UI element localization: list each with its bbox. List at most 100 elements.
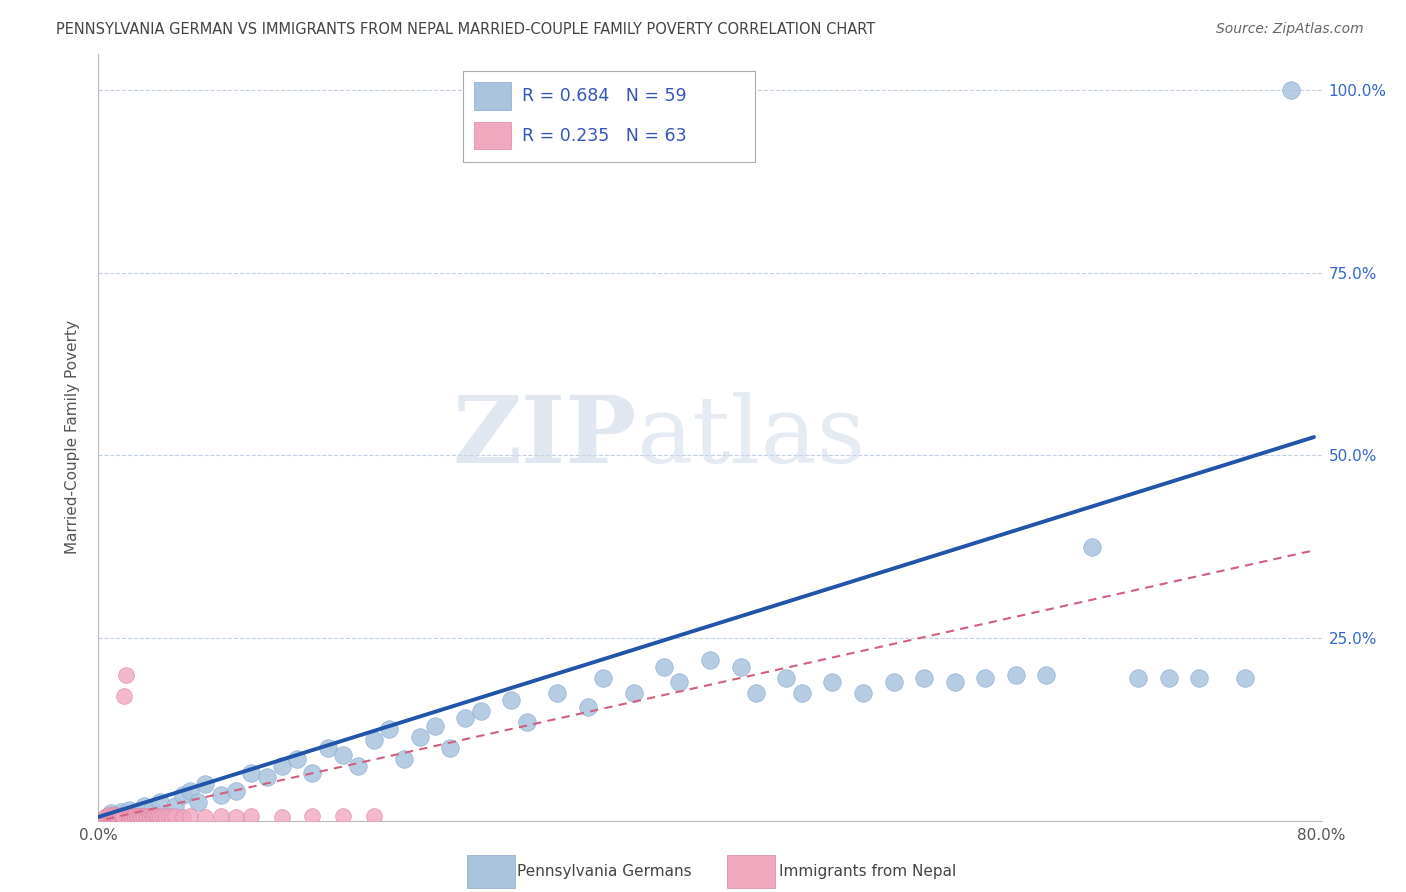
Point	[408, 730, 430, 744]
Point	[110, 807, 132, 822]
Point	[160, 810, 183, 824]
Text: Immigrants from Nepal: Immigrants from Nepal	[779, 864, 956, 879]
Point	[98, 809, 121, 823]
Point	[316, 740, 339, 755]
Text: R = 0.684   N = 59: R = 0.684 N = 59	[522, 87, 686, 104]
Point	[623, 686, 645, 700]
Point	[101, 807, 124, 822]
Point	[332, 747, 354, 762]
Point	[97, 810, 120, 824]
Point	[363, 809, 385, 823]
Point	[121, 810, 143, 824]
Point	[1081, 540, 1104, 554]
Point	[943, 674, 966, 689]
Point	[852, 686, 875, 700]
Point	[146, 808, 169, 822]
Text: Pennsylvania Germans: Pennsylvania Germans	[517, 864, 692, 879]
Point	[301, 809, 323, 823]
Point	[730, 660, 752, 674]
Point	[301, 766, 323, 780]
Point	[1234, 671, 1257, 685]
Point	[124, 810, 146, 824]
Point	[125, 809, 148, 823]
Point	[149, 810, 172, 824]
Point	[454, 711, 477, 725]
Point	[120, 809, 142, 823]
Point	[157, 808, 180, 822]
Point	[134, 810, 156, 824]
Text: Source: ZipAtlas.com: Source: ZipAtlas.com	[1216, 22, 1364, 37]
Point	[240, 766, 263, 780]
Point	[98, 807, 121, 822]
Point	[101, 810, 124, 824]
Y-axis label: Married-Couple Family Poverty: Married-Couple Family Poverty	[65, 320, 80, 554]
Point	[118, 808, 141, 822]
Point	[152, 809, 174, 823]
Point	[187, 796, 209, 810]
Point	[149, 796, 172, 810]
Point	[1279, 83, 1302, 97]
Point	[172, 788, 194, 802]
Point	[110, 805, 132, 819]
Point	[135, 808, 157, 822]
Point	[110, 809, 132, 823]
Text: R = 0.235   N = 63: R = 0.235 N = 63	[522, 127, 686, 145]
Point	[100, 810, 122, 824]
Point	[127, 810, 149, 824]
Point	[115, 667, 138, 681]
Point	[668, 674, 690, 689]
Point	[1035, 667, 1057, 681]
Point	[117, 809, 139, 823]
Point	[270, 810, 292, 824]
FancyBboxPatch shape	[474, 82, 510, 110]
Point	[225, 810, 247, 824]
Point	[423, 719, 446, 733]
Point	[285, 751, 308, 765]
Point	[118, 803, 141, 817]
Point	[332, 808, 354, 822]
Point	[699, 653, 721, 667]
Point	[821, 674, 844, 689]
Point	[141, 803, 163, 817]
Point	[108, 810, 131, 824]
Point	[883, 674, 905, 689]
Point	[392, 751, 416, 765]
Point	[108, 808, 131, 822]
Point	[128, 808, 150, 822]
Point	[1157, 671, 1180, 685]
Point	[1188, 671, 1211, 685]
Point	[240, 809, 263, 823]
Point	[107, 810, 129, 824]
Point	[576, 700, 599, 714]
Point	[1004, 667, 1026, 681]
Point	[209, 788, 232, 802]
FancyBboxPatch shape	[463, 71, 755, 162]
Point	[225, 784, 247, 798]
Point	[145, 810, 167, 824]
Point	[112, 690, 135, 704]
Point	[139, 810, 162, 824]
Point	[775, 671, 797, 685]
Point	[143, 809, 166, 823]
Point	[104, 807, 127, 822]
Point	[745, 686, 768, 700]
Point	[138, 809, 160, 823]
Point	[129, 810, 152, 824]
Point	[194, 777, 217, 791]
Point	[378, 723, 401, 737]
Point	[103, 810, 125, 824]
Point	[132, 809, 155, 823]
Point	[592, 671, 614, 685]
Point	[652, 660, 675, 674]
Point	[104, 810, 127, 824]
Point	[125, 806, 148, 821]
Point	[172, 810, 194, 824]
Point	[209, 809, 232, 823]
Text: PENNSYLVANIA GERMAN VS IMMIGRANTS FROM NEPAL MARRIED-COUPLE FAMILY POVERTY CORRE: PENNSYLVANIA GERMAN VS IMMIGRANTS FROM N…	[56, 22, 876, 37]
Point	[103, 810, 125, 824]
Point	[194, 810, 217, 824]
Point	[790, 686, 813, 700]
Point	[516, 714, 538, 729]
Point	[105, 807, 128, 822]
Point	[1128, 671, 1150, 685]
